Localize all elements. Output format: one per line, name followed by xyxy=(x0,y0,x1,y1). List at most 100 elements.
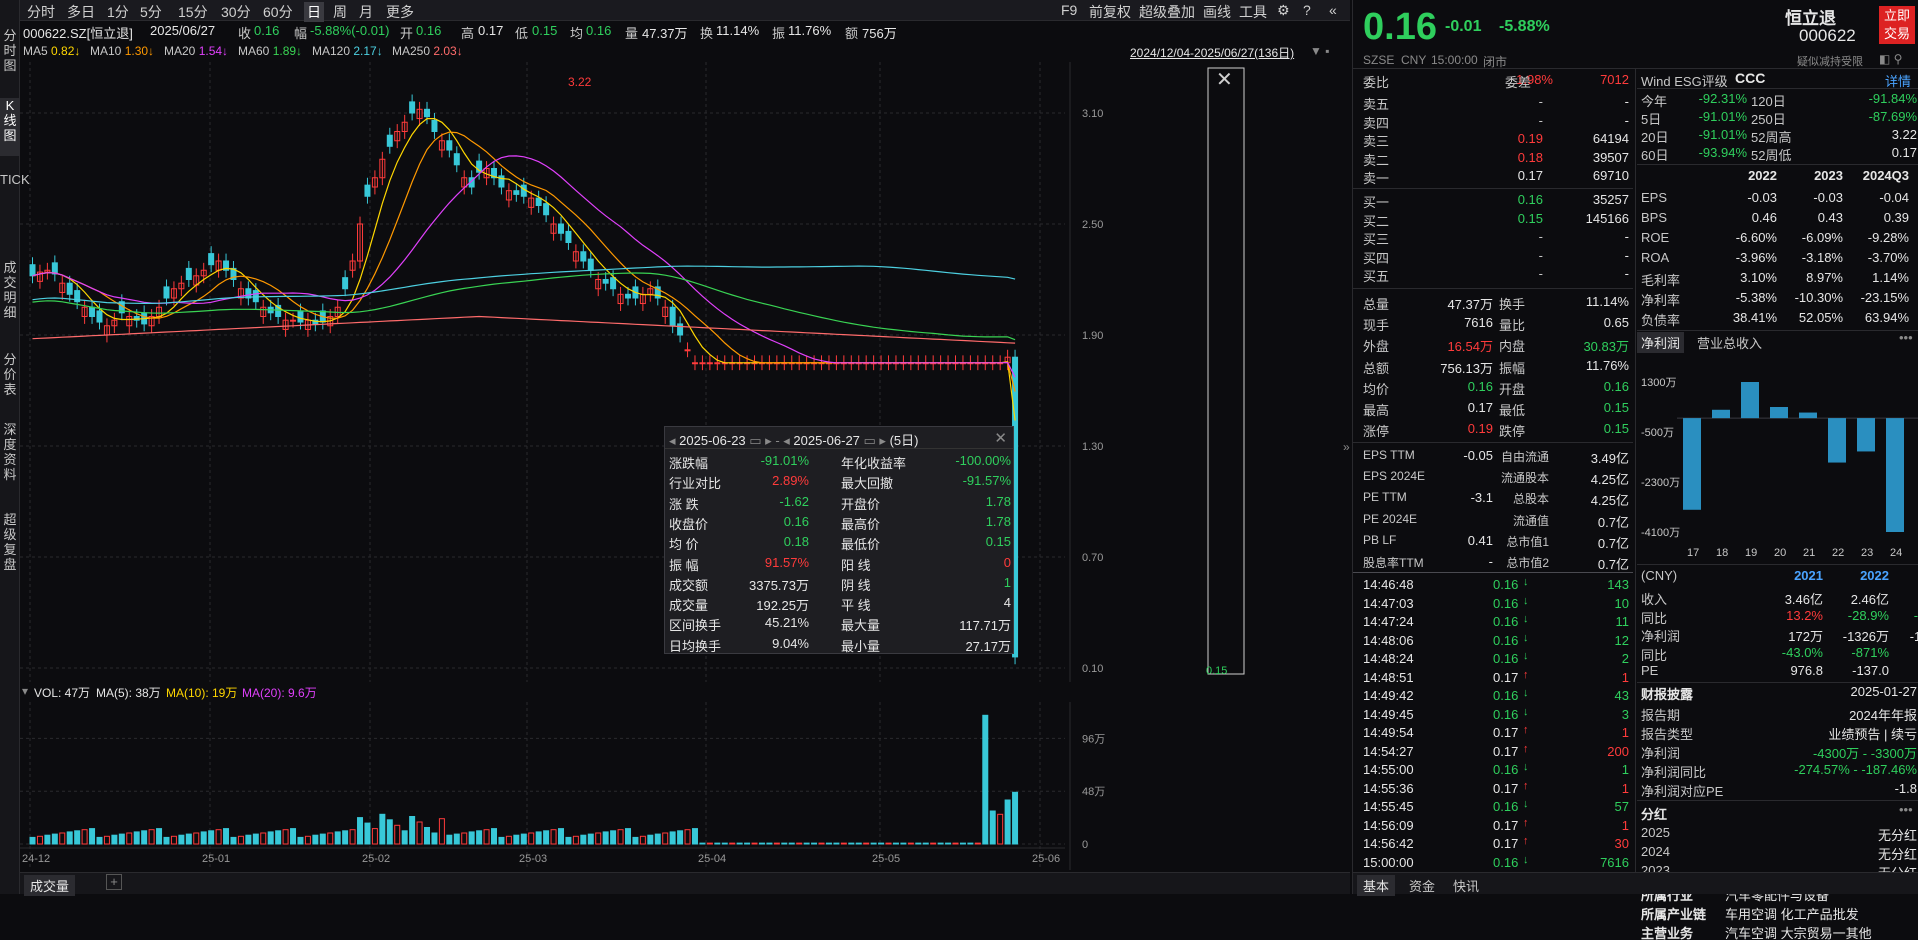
period-5min[interactable]: 5分 xyxy=(140,4,162,20)
popup-row: 均 价 0.18 最低价 0.15 xyxy=(669,534,1011,553)
info-low: 0.15 xyxy=(532,23,558,38)
prev-from-icon[interactable]: ◂ xyxy=(669,433,676,448)
period-day[interactable]: 日 xyxy=(304,2,324,22)
tab-depth[interactable]: 深度资料 xyxy=(3,422,17,482)
volume-chart[interactable]: 96万 48万 0 24-12 25-01 25-02 25-03 25-04 25-05 25-… xyxy=(20,702,1350,870)
price-change-pct: -5.88% xyxy=(1499,18,1550,35)
candle xyxy=(364,184,371,197)
tab-intraday[interactable]: 分时图 xyxy=(3,28,17,73)
tab-price-table[interactable]: 分价表 xyxy=(3,352,17,397)
period-multiday[interactable]: 多日 xyxy=(67,4,95,20)
volume-bar xyxy=(669,831,676,845)
volume-bar xyxy=(766,842,773,845)
volume-bar xyxy=(1004,799,1011,845)
tick-row: 14:47:24 0.16 ↓ 11 xyxy=(1363,613,1629,629)
period-intraday[interactable]: 分时 xyxy=(27,4,55,20)
candle xyxy=(438,140,445,151)
volume-bar xyxy=(736,842,743,845)
candle xyxy=(513,190,520,195)
volume-tick: 48万 xyxy=(1082,786,1105,798)
range-selection-box[interactable] xyxy=(1207,67,1245,675)
dividend-title: 分红 xyxy=(1641,807,1668,822)
ma120-legend: MA120 2.17↓ xyxy=(312,44,383,58)
kline-chart[interactable]: 3.10 2.50 1.90 1.30 0.70 0.10 3.22 ✕ 0.15 xyxy=(20,62,1350,682)
date-tick: 25-05 xyxy=(872,853,900,865)
volume-bar xyxy=(565,836,572,845)
tab-news[interactable]: 快讯 xyxy=(1453,879,1480,894)
date-range-label[interactable]: 2024/12/04-2025/06/27(136日) xyxy=(1130,46,1295,60)
np-tick: -500万 xyxy=(1641,427,1674,439)
volume-bar xyxy=(840,842,847,845)
draw-button[interactable]: 画线 xyxy=(1203,4,1231,20)
period-month[interactable]: 月 xyxy=(359,4,373,20)
more-icon[interactable]: ••• xyxy=(1899,330,1913,345)
f9-button[interactable]: F9 xyxy=(1061,2,1078,18)
gear-icon[interactable]: ⚙ xyxy=(1277,2,1290,18)
help-icon[interactable]: ? xyxy=(1303,2,1311,18)
close-popup-icon[interactable]: ✕ xyxy=(994,430,1007,447)
volume-bar xyxy=(662,832,669,845)
tab-revenue[interactable]: 营业总收入 xyxy=(1697,336,1763,351)
alert-icons[interactable]: ◧ ⚲ xyxy=(1879,52,1903,66)
volume-bar xyxy=(520,833,527,845)
np-tick: 1300万 xyxy=(1641,377,1676,389)
period-week[interactable]: 周 xyxy=(333,4,347,20)
volume-bar xyxy=(118,833,125,845)
y3-header: (CNY) xyxy=(1641,568,1678,583)
volume-bar xyxy=(342,830,349,845)
tab-net-profit[interactable]: 净利润 xyxy=(1637,332,1685,353)
close-selection-icon[interactable]: ✕ xyxy=(1216,69,1233,91)
tab-replay[interactable]: 超级复盘 xyxy=(3,512,17,572)
ma10-line xyxy=(32,131,1016,392)
volume-bar xyxy=(401,830,408,845)
fin-row: EPS -0.03 -0.03 -0.04 xyxy=(1641,190,1909,205)
fundamental-row: PB LF 0.41 总市值1 0.7亿 xyxy=(1363,532,1629,551)
candle xyxy=(126,316,133,327)
date-tick: 25-02 xyxy=(362,853,390,865)
period-30min[interactable]: 30分 xyxy=(221,4,251,20)
tab-volume[interactable]: 成交量 xyxy=(24,875,76,896)
esg-detail-link[interactable]: 详情 xyxy=(1885,74,1912,89)
tab-kline[interactable]: K线图 xyxy=(0,98,20,156)
overlay-button[interactable]: 超级叠加 xyxy=(1139,4,1195,20)
orderbook-row: 卖一 0.17 69710 xyxy=(1363,168,1629,186)
volume-bar xyxy=(364,822,371,845)
period-15min[interactable]: 15分 xyxy=(178,4,208,20)
collapse-icon[interactable]: « xyxy=(1329,2,1337,18)
to-date[interactable]: 2025-06-27 xyxy=(793,433,860,448)
candle xyxy=(297,310,304,323)
volume-bar xyxy=(282,829,289,845)
date-tick: 25-03 xyxy=(519,853,547,865)
performance-row: 20日 -91.01% 52周高 3.22 xyxy=(1641,127,1917,145)
volume-bar xyxy=(922,842,929,845)
fundamental-row: EPS TTM -0.05 自由流通 3.49亿 xyxy=(1363,448,1629,466)
period-60min[interactable]: 60分 xyxy=(263,4,293,20)
tab-tick[interactable]: TICK xyxy=(0,172,30,187)
candle xyxy=(379,158,386,179)
tab-basic[interactable]: 基本 xyxy=(1357,875,1396,896)
ma5-legend: MA5 0.82↓ xyxy=(23,44,81,58)
volume-bar xyxy=(744,842,751,845)
info-change: -5.88%(-0.01) xyxy=(310,23,390,38)
tick-row: 14:48:24 0.16 ↓ 2 xyxy=(1363,650,1629,666)
volume-bar xyxy=(297,836,304,845)
adjust-button[interactable]: 前复权 xyxy=(1089,4,1131,20)
period-1min[interactable]: 1分 xyxy=(107,4,129,20)
fundamental-row: PE 2024E 流通值 0.7亿 xyxy=(1363,511,1629,530)
from-date[interactable]: 2025-06-23 xyxy=(679,433,746,448)
tab-fund-flow[interactable]: 资金 xyxy=(1409,879,1436,894)
tab-trades[interactable]: 成交明细 xyxy=(3,260,17,320)
candle xyxy=(714,362,721,365)
expand-panel-icon[interactable]: » xyxy=(1343,440,1350,454)
volume-bar xyxy=(44,834,51,845)
period-more[interactable]: 更多 xyxy=(386,4,414,20)
add-indicator-icon[interactable]: + xyxy=(106,874,122,890)
volume-bar xyxy=(386,819,393,845)
candle xyxy=(312,319,319,325)
info-amplitude: 11.76% xyxy=(788,23,832,38)
fundamental-row: EPS 2024E 流通股本 4.25亿 xyxy=(1363,469,1629,488)
tools-button[interactable]: 工具 xyxy=(1239,4,1267,20)
trade-button[interactable]: 立即交易 xyxy=(1879,6,1915,44)
range-dropdown-icon[interactable]: ▼ ▪ xyxy=(1310,44,1330,58)
dividend-more-icon[interactable]: ••• xyxy=(1899,802,1913,817)
